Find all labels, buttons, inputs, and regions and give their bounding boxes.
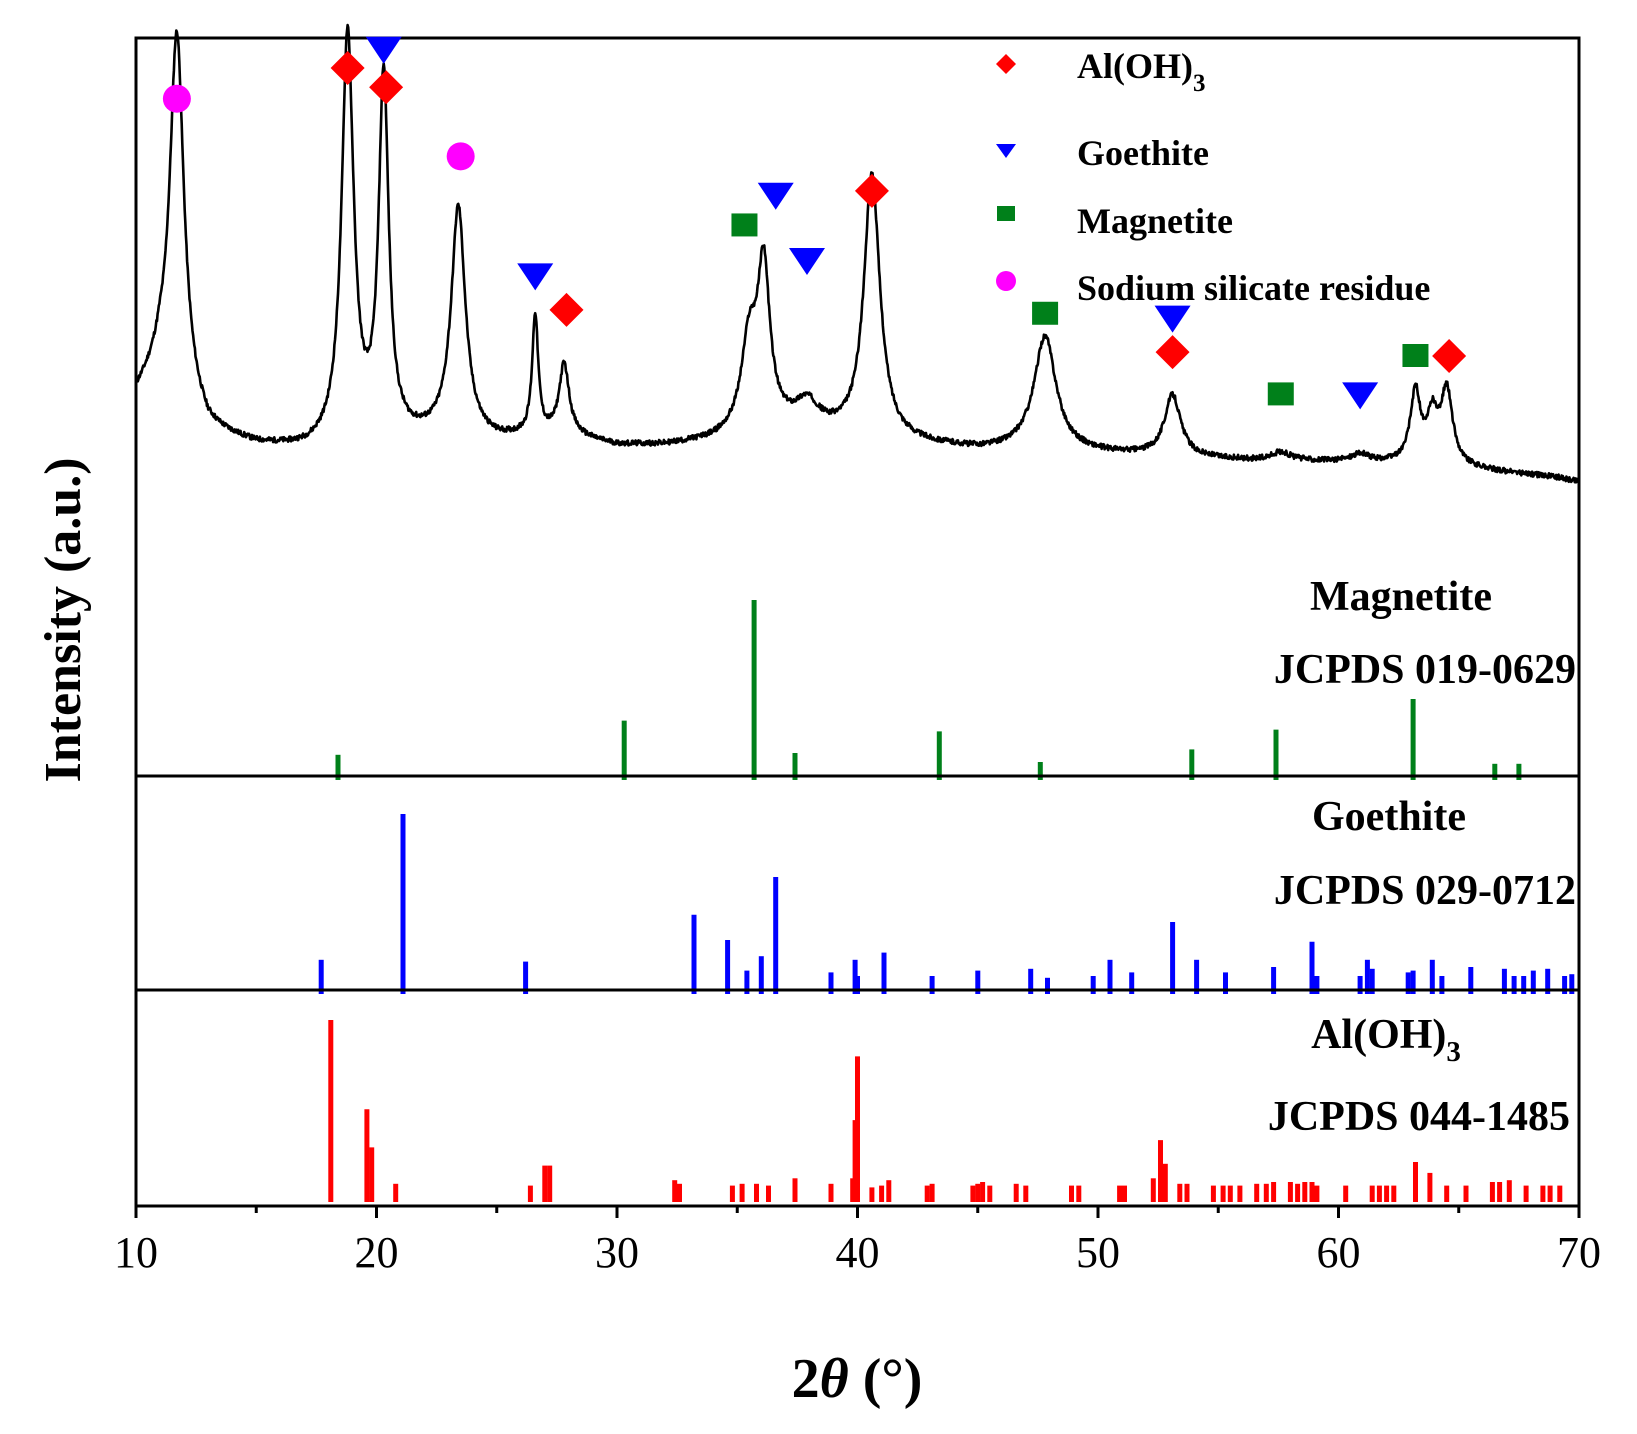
phase-marker-magnetite [1402,344,1429,367]
legend-item-magnetite: Magnetite [997,201,1233,241]
phase-marker-magnetite [1032,301,1059,325]
aloh3-card-label: JCPDS 044-1485 [1268,1094,1570,1140]
goethite-card-label: JCPDS 029-0712 [1274,868,1576,914]
phase-marker-aloh3 [854,173,889,208]
phase-marker-goethite [517,263,554,291]
phase-marker-aloh3 [330,51,365,85]
x-axis: 10 20 30 40 50 60 70 [114,1206,1601,1277]
legend-marker-sodium-silicate [996,271,1016,291]
phase-marker-goethite [1342,382,1379,410]
magnetite-name-label: Magnetite [1310,574,1492,620]
phase-marker-magnetite [731,213,758,237]
phase-marker-sodium_silicate [162,84,191,113]
phase-markers [162,36,1467,410]
legend-marker-aloh3 [996,54,1016,74]
x-tick-label: 30 [595,1228,639,1277]
x-axis-title-theta: θ [820,1348,849,1410]
reference-pattern-aloh3 [328,1020,1563,1202]
legend-marker-magnetite [997,206,1015,221]
legend-item-goethite: Goethite [996,133,1209,173]
phase-marker-goethite [1154,305,1191,333]
x-tick-label: 50 [1076,1228,1120,1277]
phase-marker-aloh3 [1432,339,1467,373]
reference-pattern-goethite [318,814,1575,994]
phase-marker-sodium_silicate [446,142,475,171]
y-axis-title: Intensity (a.u.) [35,457,92,782]
goethite-name-label: Goethite [1312,794,1466,840]
legend-marker-goethite [996,144,1016,158]
phase-marker-aloh3 [549,292,584,327]
legend-label-goethite: Goethite [1077,133,1209,173]
legend-item-aloh3: Al(OH)3 [996,46,1205,97]
x-tick-label: 10 [114,1228,158,1277]
magnetite-card-label: JCPDS 019-0629 [1274,647,1576,693]
x-tick-label: 70 [1557,1228,1601,1277]
phase-marker-goethite [788,248,825,275]
aloh3-name-label: Al(OH)3 [1311,1012,1461,1068]
reference-labels: Magnetite JCPDS 019-0629 Goethite JCPDS … [1268,574,1576,1140]
legend-label-aloh3-sub: 3 [1193,70,1206,97]
x-tick-label: 20 [355,1228,399,1277]
chart-lines [134,23,1581,1202]
phase-marker-magnetite [1267,382,1294,406]
legend-label-sodium-silicate: Sodium silicate residue [1077,268,1430,308]
phase-marker-goethite [757,182,794,210]
x-tick-label: 40 [836,1228,880,1277]
phase-marker-goethite [365,36,402,64]
x-tick-label: 60 [1317,1228,1361,1277]
aloh3-name-sub: 3 [1446,1036,1461,1068]
x-axis-title: 2θ (°) [792,1348,923,1410]
phase-marker-aloh3 [369,70,404,105]
phase-marker-aloh3 [1155,335,1190,370]
legend-label-aloh3: Al(OH)3 [1077,46,1205,97]
legend-label-magnetite: Magnetite [1077,201,1233,241]
legend: Al(OH)3 Goethite Magnetite Sodium silica… [996,46,1430,308]
legend-item-sodium-silicate: Sodium silicate residue [996,268,1430,308]
measured-pattern-line [134,23,1581,484]
